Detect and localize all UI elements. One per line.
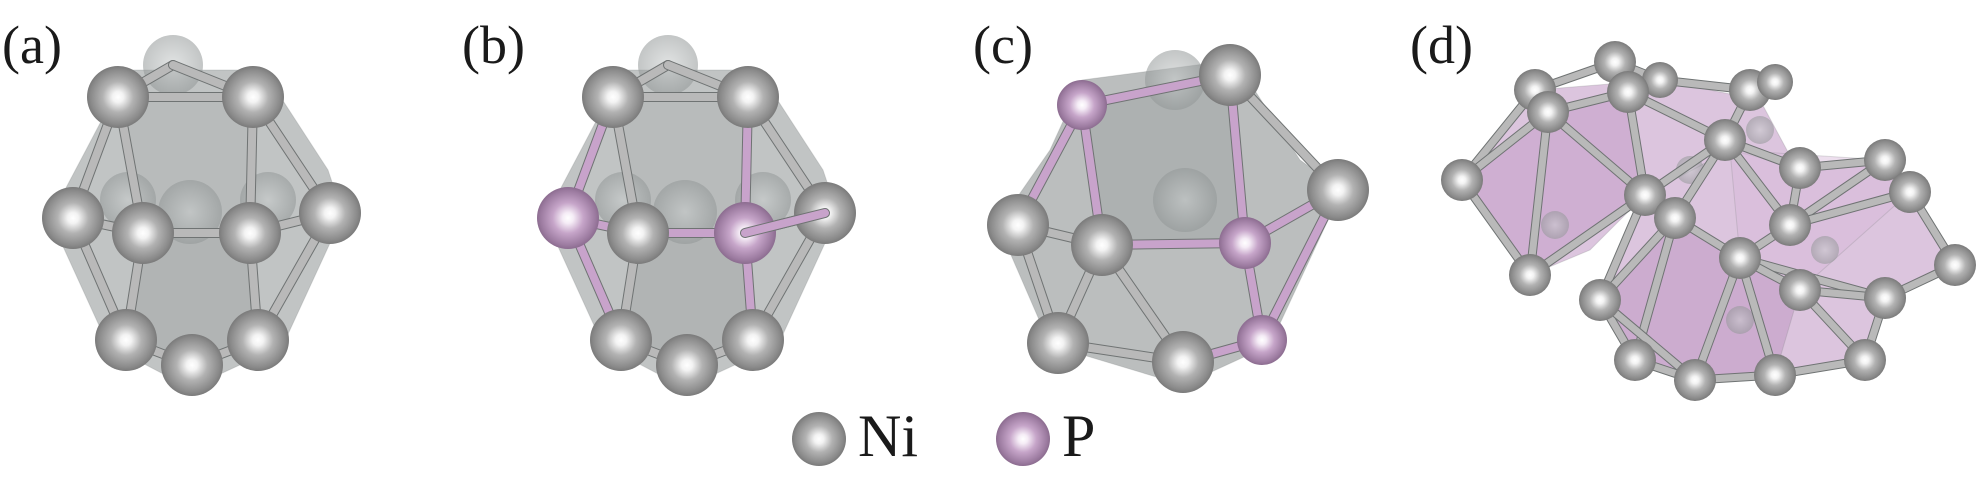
ni-atom [1614, 339, 1656, 381]
ni-atom [1864, 139, 1906, 181]
ni-atom [1704, 119, 1746, 161]
panel-label-d: (d) [1410, 15, 1473, 75]
ni-atom [1864, 277, 1906, 319]
ni-atom [1779, 147, 1821, 189]
bond [1526, 191, 1649, 279]
ni-atom [1754, 354, 1796, 396]
ni-atom [1307, 159, 1369, 221]
ni-atom [1152, 331, 1214, 393]
ni-atom [590, 309, 652, 371]
ni-atom [1746, 116, 1774, 144]
ni-atom [607, 202, 669, 264]
ni-atom [1726, 306, 1754, 334]
panel-a-structure [42, 35, 361, 396]
p-atom [537, 187, 599, 249]
ni-atom [42, 187, 104, 249]
ni-atom [112, 202, 174, 264]
legend: Ni P [790, 404, 1120, 476]
ni-atom [987, 194, 1049, 256]
ni-atom [1642, 62, 1678, 98]
ni-atom [1153, 168, 1217, 232]
ni-atom [1509, 254, 1551, 296]
ni-atom [722, 309, 784, 371]
ni-atom [1779, 269, 1821, 311]
ni-atom [161, 334, 223, 396]
ni-atom [1541, 211, 1569, 239]
ni-atom [1579, 279, 1621, 321]
ni-atom [582, 66, 644, 128]
ni-atom [1889, 171, 1931, 213]
ni-atom [1769, 204, 1811, 246]
p-atom [1057, 80, 1107, 130]
ni-atom [1844, 339, 1886, 381]
ni-atom [1934, 244, 1976, 286]
ni-atom [717, 66, 779, 128]
ni-atom [95, 309, 157, 371]
ni-atom [1757, 64, 1793, 100]
legend-ni-label: Ni [858, 403, 918, 469]
panel-b-structure [537, 35, 856, 396]
panel-label-c: (c) [973, 15, 1033, 75]
ni-atom [1654, 197, 1696, 239]
panel-c-structure [987, 44, 1369, 393]
ni-atom [227, 309, 289, 371]
p-atom-legend-icon [996, 412, 1050, 466]
ni-atom [299, 182, 361, 244]
ni-atom [1607, 71, 1649, 113]
ni-atom [87, 66, 149, 128]
ni-atom [219, 202, 281, 264]
ni-atom [1719, 237, 1761, 279]
legend-p-label: P [1062, 403, 1096, 469]
ni-atom [1027, 312, 1089, 374]
panel-d-structure [1441, 41, 1976, 401]
ni-atom [1145, 50, 1205, 110]
bond [1526, 108, 1552, 279]
ni-atom [1441, 159, 1483, 201]
ni-atom [1199, 44, 1261, 106]
bond [1544, 108, 1649, 199]
panel-label-a: (a) [2, 15, 62, 75]
ni-atom [1624, 174, 1666, 216]
bond [741, 209, 829, 237]
ni-atom-legend-icon [792, 412, 846, 466]
p-atom [1219, 217, 1271, 269]
ni-atom [656, 334, 718, 396]
ni-atom [1811, 236, 1839, 264]
ni-atom [1674, 359, 1716, 401]
ni-atom [1527, 91, 1569, 133]
ni-atom [1071, 214, 1133, 276]
bond [1691, 254, 1744, 384]
p-atom [1237, 315, 1287, 365]
panel-label-b: (b) [462, 15, 525, 75]
ni-atom [222, 66, 284, 128]
